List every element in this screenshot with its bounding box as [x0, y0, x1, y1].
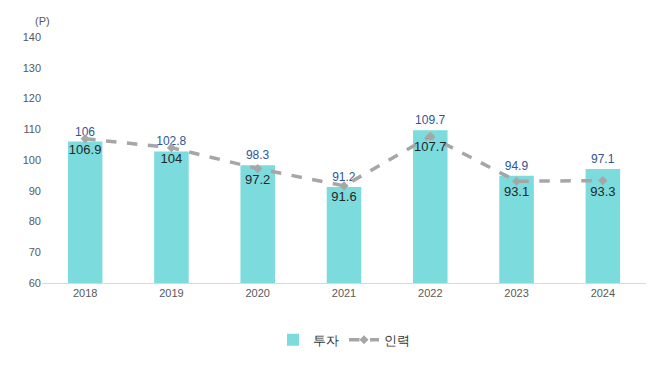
- svg-text:2019: 2019: [159, 287, 183, 299]
- svg-text:90: 90: [29, 185, 41, 197]
- svg-text:60: 60: [29, 277, 41, 289]
- svg-text:2023: 2023: [504, 287, 528, 299]
- svg-text:97.2: 97.2: [245, 172, 270, 187]
- svg-text:107.7: 107.7: [414, 139, 447, 154]
- svg-text:110: 110: [23, 123, 41, 135]
- svg-text:120: 120: [23, 92, 41, 104]
- svg-text:2020: 2020: [245, 287, 269, 299]
- svg-text:106: 106: [75, 125, 95, 139]
- svg-text:102.8: 102.8: [156, 134, 186, 148]
- svg-text:130: 130: [23, 62, 41, 74]
- svg-text:2024: 2024: [591, 287, 615, 299]
- svg-text:98.3: 98.3: [246, 148, 270, 162]
- svg-text:97.1: 97.1: [591, 152, 615, 166]
- svg-text:70: 70: [29, 246, 41, 258]
- svg-text:140: 140: [23, 31, 41, 43]
- svg-text:104: 104: [161, 151, 183, 166]
- svg-text:91.6: 91.6: [331, 189, 356, 204]
- svg-text:80: 80: [29, 215, 41, 227]
- svg-text:2022: 2022: [418, 287, 442, 299]
- svg-text:91.2: 91.2: [332, 170, 356, 184]
- svg-text:93.3: 93.3: [590, 184, 615, 199]
- svg-text:(P): (P): [35, 15, 50, 27]
- svg-text:93.1: 93.1: [504, 184, 529, 199]
- svg-text:2018: 2018: [73, 287, 97, 299]
- svg-text:100: 100: [23, 154, 41, 166]
- svg-text:106.9: 106.9: [69, 142, 102, 157]
- svg-text:투자: 투자: [313, 333, 339, 348]
- svg-text:2021: 2021: [332, 287, 356, 299]
- svg-text:인력: 인력: [384, 333, 410, 348]
- svg-text:94.9: 94.9: [505, 159, 529, 173]
- svg-text:109.7: 109.7: [415, 113, 445, 127]
